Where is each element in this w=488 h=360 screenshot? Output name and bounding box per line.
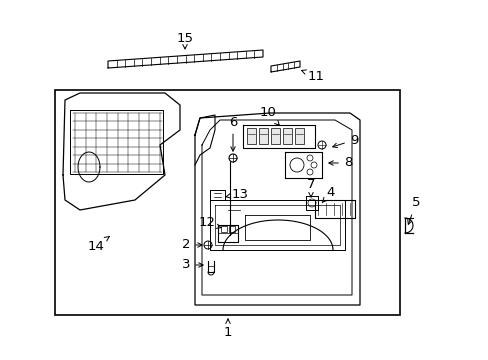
Text: 1: 1 (224, 319, 232, 338)
Bar (246, 128, 256, 144)
Text: 15: 15 (176, 31, 193, 49)
Text: 5: 5 (407, 197, 419, 224)
Text: 8: 8 (328, 157, 351, 170)
Text: 7: 7 (306, 177, 315, 197)
Text: 13: 13 (225, 188, 248, 201)
Text: 12: 12 (198, 216, 221, 230)
Text: 11: 11 (301, 69, 324, 82)
Bar (294, 128, 304, 144)
Bar (55, 90, 399, 315)
Text: 9: 9 (332, 134, 357, 148)
Text: 14: 14 (87, 236, 109, 252)
Bar (228, 226, 235, 232)
Bar (283, 128, 291, 144)
Text: 6: 6 (228, 116, 237, 151)
Text: 4: 4 (322, 186, 334, 203)
Bar (221, 226, 226, 232)
Text: 3: 3 (182, 258, 203, 271)
Bar (270, 128, 280, 144)
Bar (259, 128, 267, 144)
Text: 10: 10 (259, 107, 279, 125)
Text: 2: 2 (182, 238, 202, 252)
